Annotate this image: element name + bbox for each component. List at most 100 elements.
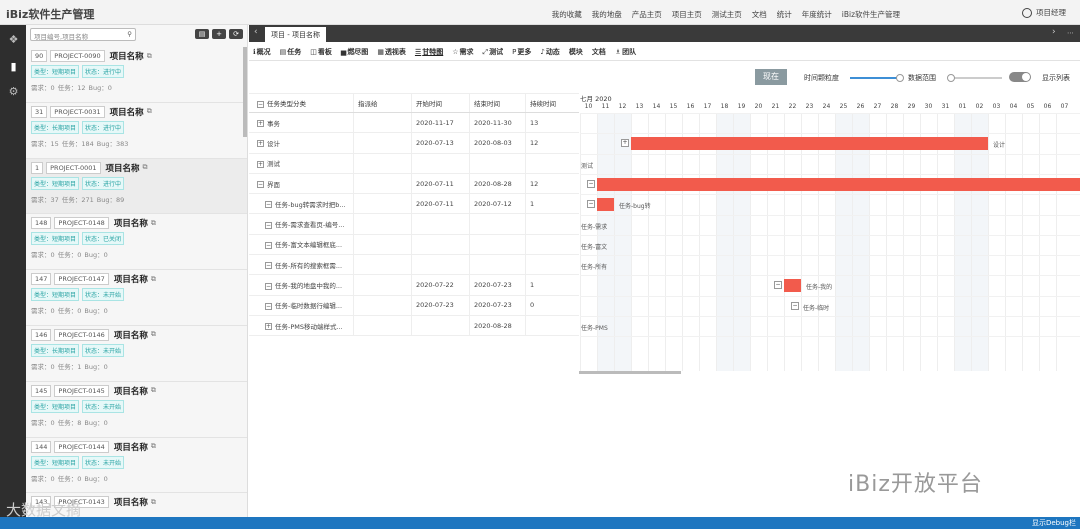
toolbar-item[interactable]: ⤢测试 — [483, 47, 504, 56]
topnav-link[interactable]: 测试主页 — [711, 10, 742, 19]
project-name[interactable]: 项目名称 — [105, 163, 140, 174]
gantt-bar[interactable] — [597, 177, 1080, 191]
external-link-icon[interactable]: ⧉ — [150, 218, 156, 227]
toolbar-item[interactable]: ♗团队 — [615, 47, 636, 56]
toolbar-item[interactable]: ℹ概况 — [253, 47, 271, 56]
project-search-input[interactable]: 项目编号,项目名称 ⚲ — [30, 28, 136, 41]
expand-toggle-icon[interactable]: + — [257, 140, 264, 148]
project-name[interactable]: 项目名称 — [113, 498, 148, 509]
toolbar-item[interactable]: 文档 — [592, 47, 606, 56]
project-name[interactable]: 项目名称 — [113, 275, 148, 286]
settings-icon[interactable]: ⚙ — [8, 85, 19, 98]
topnav-link[interactable]: 统计 — [776, 10, 792, 19]
topnav-link[interactable]: 年度统计 — [801, 10, 832, 19]
toolbar-item[interactable]: ▦透视表 — [377, 47, 406, 56]
task-row[interactable]: − 任务-我的地盘中我的... 2020-07-22 2020-07-23 1 — [249, 275, 579, 296]
bar-toggle-icon[interactable]: + — [621, 139, 629, 148]
external-link-icon[interactable]: ⧉ — [150, 274, 156, 283]
task-row[interactable]: + 测试 — [249, 153, 579, 174]
topnav-link[interactable]: 文档 — [751, 10, 767, 19]
expand-toggle-icon[interactable]: − — [265, 241, 272, 249]
expand-toggle-icon[interactable]: − — [265, 262, 272, 270]
tab-project[interactable]: 项目 - 项目名称 — [265, 27, 326, 42]
task-row[interactable]: − 任务-bug转需求时把b... 2020-07-11 2020-07-12 1 — [249, 194, 579, 215]
toolbar-item[interactable]: ◫看板 — [310, 47, 332, 56]
project-item[interactable]: 147 PROJECT-0147 项目名称 ⧉ 类型：短期项目 状态：未开始 需求：0 任务… — [26, 270, 247, 326]
project-item[interactable]: 145 PROJECT-0145 项目名称 ⧉ 类型：短期项目 状态：未开始 需求：0 任务… — [26, 382, 247, 438]
expand-toggle-icon[interactable]: − — [265, 282, 272, 290]
project-name[interactable]: 项目名称 — [113, 219, 148, 230]
topnav-link[interactable]: 项目主页 — [671, 10, 702, 19]
toolbar-item[interactable]: ▅燃尽图 — [341, 47, 368, 56]
bar-toggle-icon[interactable]: − — [587, 179, 595, 188]
task-row[interactable]: − 任务-所有的搜索框需... — [249, 255, 579, 276]
debug-toggle[interactable]: 显示Debug栏 — [1031, 519, 1076, 527]
project-name[interactable]: 项目名称 — [109, 107, 144, 118]
document-icon[interactable]: ▮ — [10, 60, 17, 73]
external-link-icon[interactable]: ⧉ — [150, 497, 156, 506]
project-item[interactable]: 90 PROJECT-0090 项目名称 ⧉ 类型：短期项目 状态：进行中 需求：0 任务：… — [26, 47, 247, 103]
bar-toggle-icon[interactable]: − — [774, 281, 782, 290]
search-icon[interactable]: ⚲ — [127, 30, 132, 38]
task-row[interactable]: + 任务-PMS移动端样式... 2020-08-28 — [249, 315, 579, 337]
topnav-link[interactable]: 产品主页 — [631, 10, 662, 19]
task-row[interactable]: − 任务-需求查看页-编号... — [249, 214, 579, 235]
gantt-bar[interactable] — [784, 279, 801, 293]
project-item[interactable]: 1 PROJECT-0001 项目名称 ⧉ 类型：短期项目 状态：进行中 需求：37 任务：… — [26, 158, 247, 215]
external-link-icon[interactable]: ⧉ — [146, 51, 152, 60]
tab-next-icon[interactable]: › — [1052, 27, 1056, 37]
task-row[interactable]: − 界面 2020-07-11 2020-08-28 12 — [249, 173, 579, 195]
gantt-scrollbar[interactable] — [579, 371, 681, 374]
external-link-icon[interactable]: ⧉ — [150, 386, 156, 395]
show-list-toggle[interactable] — [1009, 72, 1031, 82]
toolbar-item[interactable]: 模块 — [569, 47, 583, 56]
project-name[interactable]: 项目名称 — [113, 330, 148, 341]
toolbar-item[interactable]: P更多 — [512, 47, 531, 56]
refresh-button[interactable]: ⟳ — [229, 29, 243, 39]
expand-toggle-icon[interactable]: − — [265, 302, 272, 310]
project-name[interactable]: 项目名称 — [113, 386, 148, 397]
toolbar-item[interactable]: ▤任务 — [280, 47, 302, 56]
now-button[interactable]: 现在 — [755, 69, 787, 85]
gantt-bar[interactable] — [631, 137, 988, 151]
project-item[interactable]: 31 PROJECT-0031 项目名称 ⧉ 类型：长期项目 状态：进行中 需求：15 任务… — [26, 103, 247, 159]
list-view-button[interactable]: ▤ — [195, 29, 209, 39]
toolbar-item[interactable]: ☰甘特图 — [415, 47, 443, 56]
expand-toggle-icon[interactable]: − — [265, 221, 272, 229]
expand-toggle-icon[interactable]: − — [265, 201, 272, 209]
cubes-icon[interactable]: ❖ — [8, 33, 19, 46]
toolbar-item[interactable]: ☆需求 — [452, 47, 473, 56]
list-scrollbar[interactable] — [243, 47, 247, 137]
task-row[interactable]: + 设计 2020-07-13 2020-08-03 12 — [249, 133, 579, 154]
user-menu[interactable]: 项目经理 — [1022, 7, 1066, 18]
granularity-slider[interactable] — [850, 74, 904, 82]
task-row[interactable]: + 事务 2020-11-17 2020-11-30 13 — [249, 113, 579, 134]
expand-toggle-icon[interactable]: + — [265, 323, 272, 331]
task-row[interactable]: − 任务-富文本编辑框底... — [249, 234, 579, 256]
collapse-all-icon[interactable]: − — [257, 100, 264, 108]
tab-menu-icon[interactable]: ⋯ — [1067, 29, 1074, 37]
external-link-icon[interactable]: ⧉ — [150, 330, 156, 339]
expand-toggle-icon[interactable]: − — [257, 181, 264, 189]
range-slider[interactable] — [947, 74, 1002, 82]
expand-toggle-icon[interactable]: + — [257, 160, 264, 168]
topnav-link[interactable]: iBiz软件生产管理 — [841, 10, 900, 19]
bar-toggle-icon[interactable]: − — [791, 301, 799, 310]
add-project-button[interactable]: + — [212, 29, 226, 39]
bar-toggle-icon[interactable]: − — [587, 200, 595, 209]
project-name[interactable]: 项目名称 — [109, 52, 144, 62]
tab-prev-icon[interactable]: ‹ — [254, 27, 258, 37]
topnav-link[interactable]: 我的地盘 — [591, 10, 622, 19]
project-name[interactable]: 项目名称 — [113, 442, 148, 453]
project-item[interactable]: 146 PROJECT-0146 项目名称 ⧉ 类型：长期项目 状态：未开始 需求：0 任务… — [26, 326, 247, 382]
topnav-link[interactable]: 我的收藏 — [551, 10, 582, 19]
expand-toggle-icon[interactable]: + — [257, 120, 264, 128]
external-link-icon[interactable]: ⧉ — [150, 442, 156, 451]
toolbar-item[interactable]: ♪动态 — [540, 47, 559, 56]
gantt-bar[interactable] — [597, 198, 614, 212]
project-item[interactable]: 148 PROJECT-0148 项目名称 ⧉ 类型：短期项目 状态：已关闭 需求：0 任务… — [26, 214, 247, 271]
external-link-icon[interactable]: ⧉ — [146, 107, 152, 116]
task-row[interactable]: − 任务-临时数据行编辑... 2020-07-23 2020-07-23 0 — [249, 295, 579, 316]
project-item[interactable]: 144 PROJECT-0144 项目名称 ⧉ 类型：短期项目 状态：未开始 需求：0 任务… — [26, 438, 247, 494]
external-link-icon[interactable]: ⧉ — [142, 163, 148, 172]
